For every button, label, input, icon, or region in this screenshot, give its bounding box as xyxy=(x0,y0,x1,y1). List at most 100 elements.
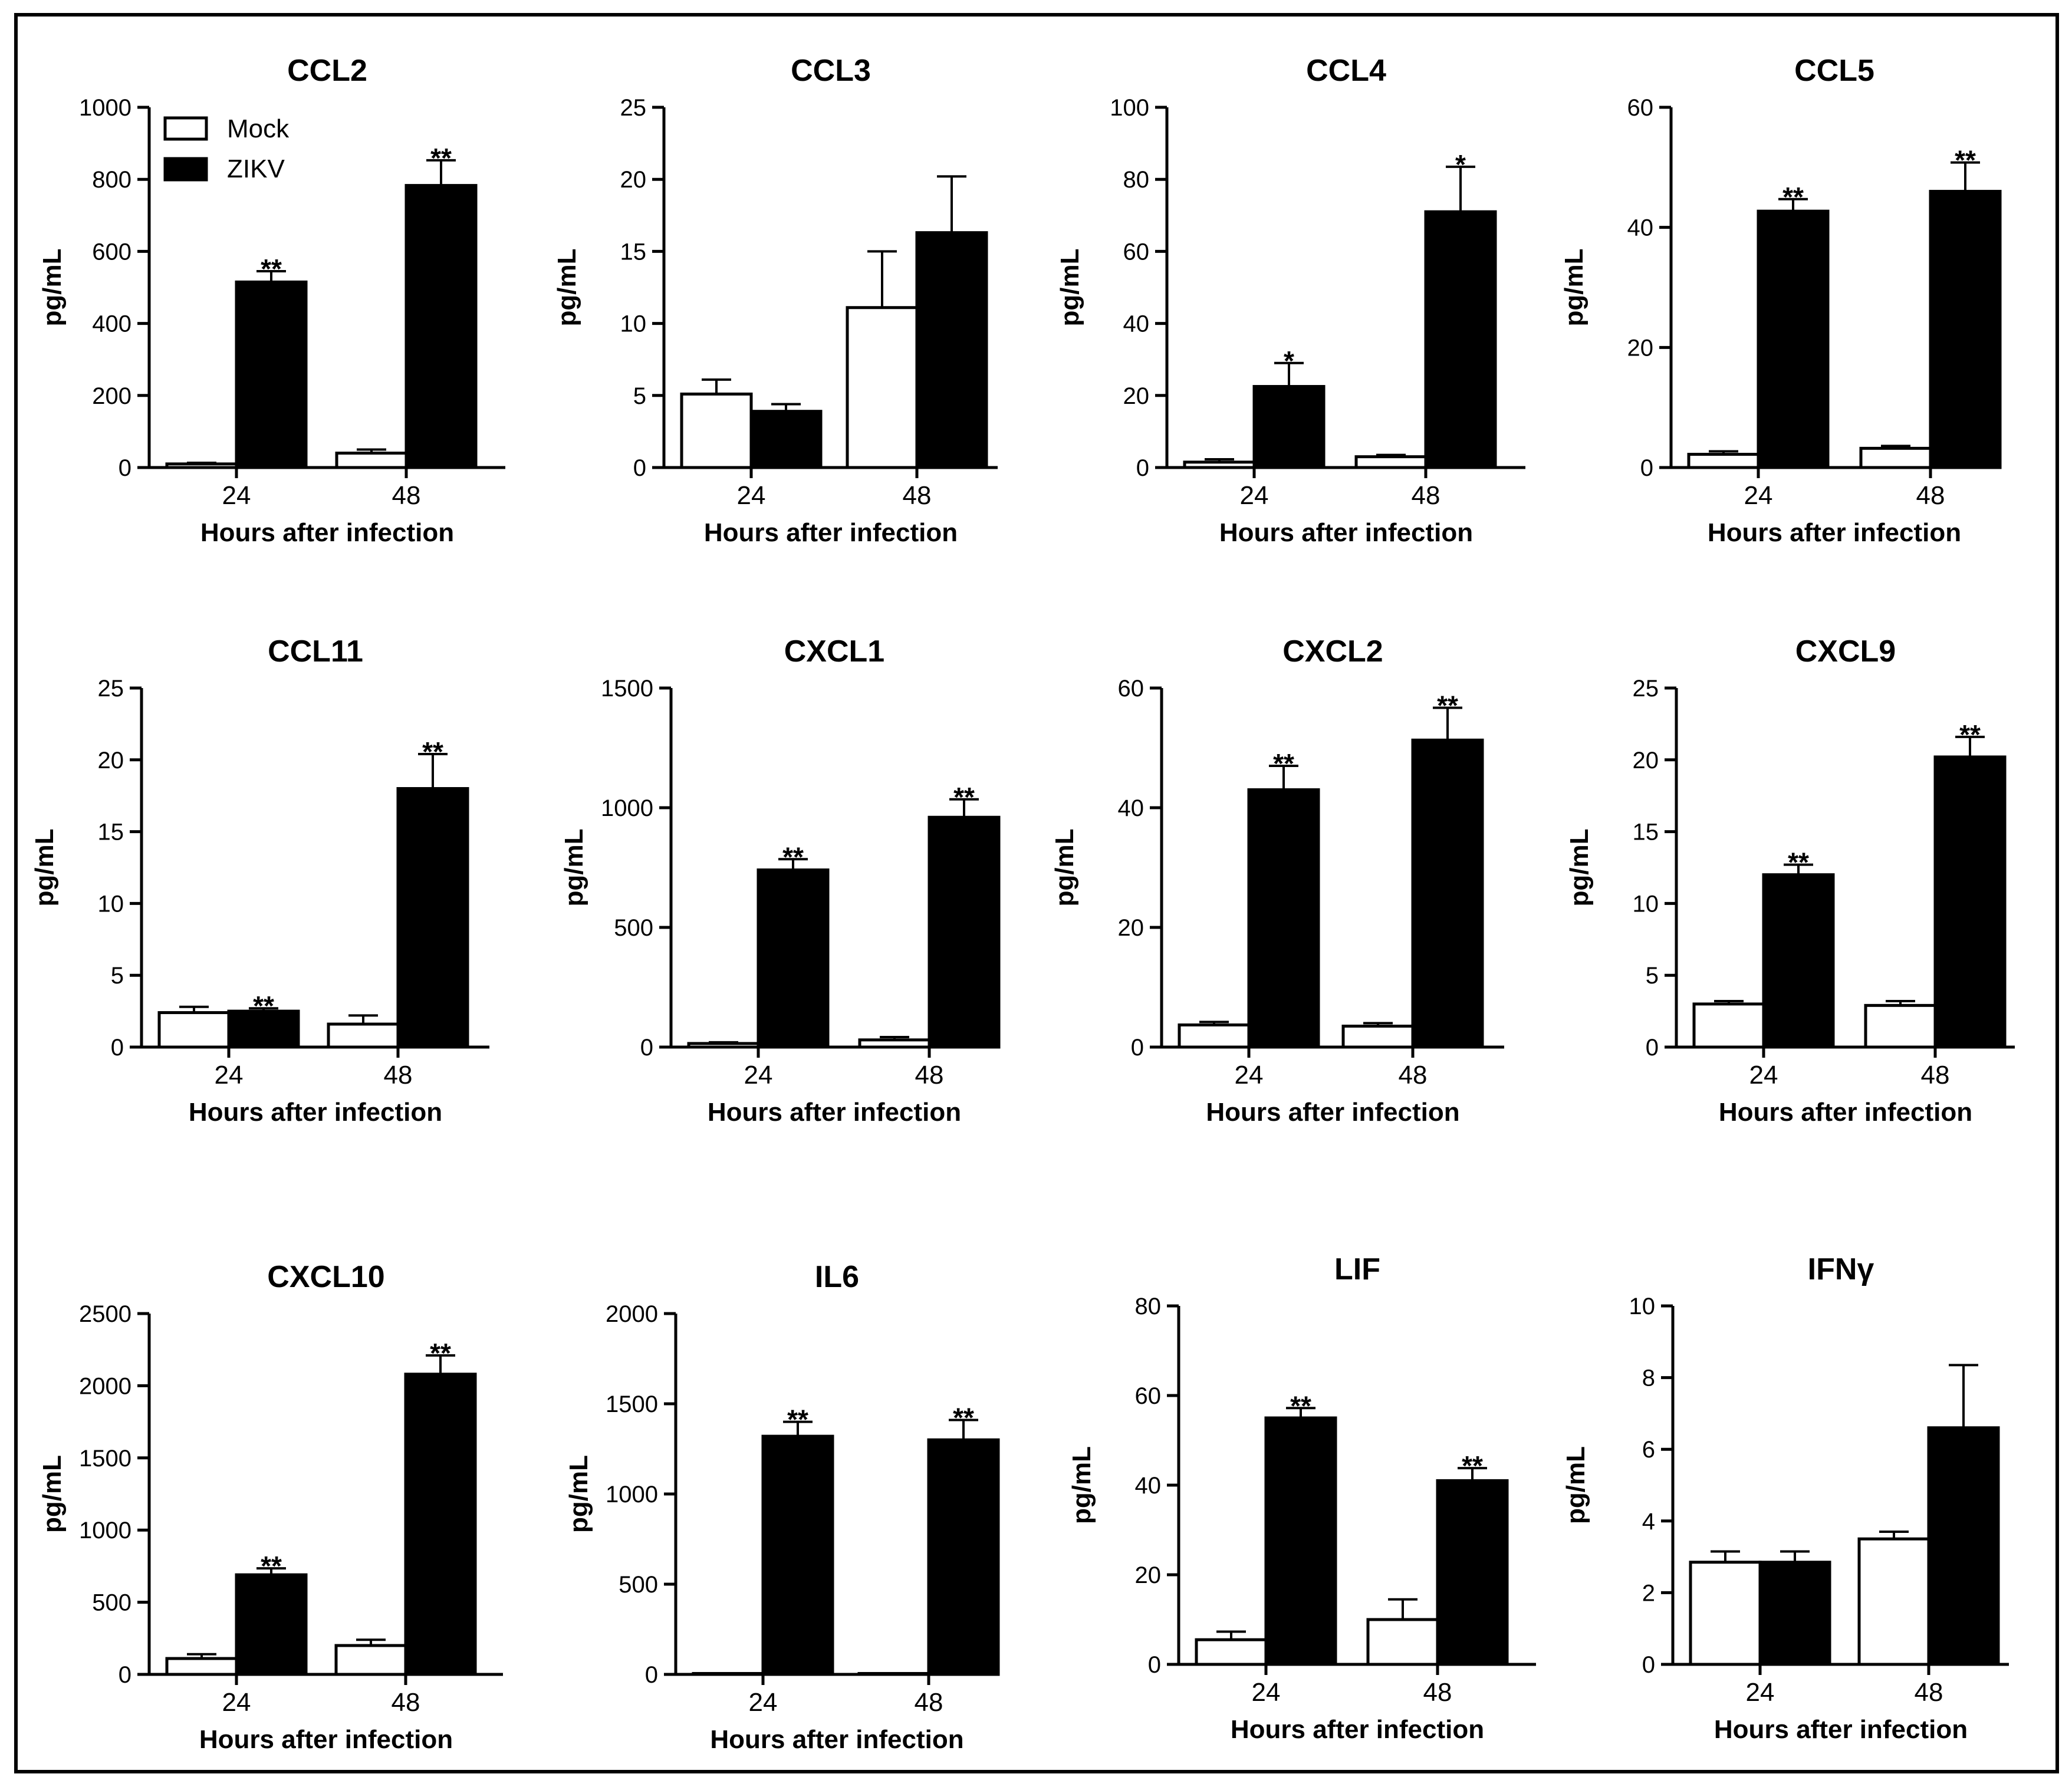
bar-mock-24 xyxy=(1692,1002,1765,1049)
bar-mock-24 xyxy=(680,392,753,469)
y-tick-label: 8 xyxy=(1642,1365,1655,1391)
bar-mock-48 xyxy=(1857,1537,1930,1666)
y-tick-label: 2000 xyxy=(79,1373,131,1399)
bar-zikv-24 xyxy=(761,1434,834,1676)
bar-zikv-24 xyxy=(1264,1416,1337,1666)
y-tick-label: 0 xyxy=(633,455,646,481)
bar-mock-24 xyxy=(165,462,238,469)
bar-zikv-48 xyxy=(1933,755,2007,1049)
bar-zikv-24 xyxy=(749,410,823,469)
x-tick-label: 48 xyxy=(1921,1061,1950,1090)
y-tick-label: 60 xyxy=(1118,676,1144,702)
y-tick-label: 60 xyxy=(1123,239,1150,265)
bar-mock-48 xyxy=(1341,1024,1415,1049)
y-tick-label: 25 xyxy=(1633,676,1659,702)
bar-zikv-24 xyxy=(1757,209,1830,469)
y-tick-label: 5 xyxy=(1646,963,1659,989)
y-tick-label: 20 xyxy=(1123,383,1150,409)
chart-title: CXCL10 xyxy=(267,1260,384,1294)
bar-zikv-24 xyxy=(757,868,830,1049)
x-tick-label: 24 xyxy=(1240,481,1269,510)
y-tick-label: 20 xyxy=(1633,748,1659,774)
y-tick-label: 1000 xyxy=(606,1482,658,1508)
y-tick-label: 60 xyxy=(1627,95,1654,121)
legend-swatch-zikv xyxy=(163,157,208,182)
chart-panel-il6: IL6 pg/mL Hours after infection 0 500 1000 150… xyxy=(564,1260,1000,1754)
bar-zikv-24 xyxy=(1247,788,1320,1049)
bar-mock-48 xyxy=(858,1038,931,1049)
bar-zikv-48 xyxy=(1927,1426,2000,1666)
x-axis-label: Hours after infection xyxy=(708,1098,961,1127)
bar-mock-48 xyxy=(1354,455,1428,469)
y-tick-label: 1500 xyxy=(79,1446,131,1472)
chart-title: IFNγ xyxy=(1808,1252,1874,1286)
legend-swatch-mock xyxy=(163,116,208,141)
y-tick-label: 20 xyxy=(1118,915,1144,941)
significance-marker: ** xyxy=(422,736,443,767)
y-tick-label: 20 xyxy=(1135,1562,1162,1588)
bar-mock-24 xyxy=(165,1657,238,1676)
chart-panel-ccl11: CCL11 pg/mL Hours after infection 0 5 10 15 20 2… xyxy=(30,634,489,1127)
chart-title: LIF xyxy=(1334,1252,1380,1286)
y-tick-label: 2 xyxy=(1642,1580,1655,1606)
y-tick-label: 0 xyxy=(1642,1652,1655,1678)
y-tick-label: 0 xyxy=(1148,1652,1161,1678)
y-tick-label: 0 xyxy=(640,1035,653,1061)
bar-zikv-48 xyxy=(915,231,988,469)
y-tick-label: 0 xyxy=(1136,455,1149,481)
bar-mock-24 xyxy=(1195,1638,1268,1666)
x-tick-label: 24 xyxy=(1252,1678,1281,1707)
chart-title: CXCL9 xyxy=(1795,634,1896,669)
chart-panel-ccl4: CCL4 pg/mL Hours after infection 0 20 40 60 80 1… xyxy=(1055,54,1525,547)
y-axis-label: pg/mL xyxy=(38,1455,67,1533)
y-axis-label: pg/mL xyxy=(1055,249,1084,327)
y-tick-label: 800 xyxy=(92,167,131,193)
significance-marker: ** xyxy=(261,254,282,284)
chart-title: CCL2 xyxy=(287,54,367,88)
bar-zikv-48 xyxy=(1436,1479,1509,1666)
significance-marker: ** xyxy=(953,782,975,812)
y-tick-label: 10 xyxy=(620,311,647,337)
chart-title: CCL5 xyxy=(1794,54,1874,88)
bar-mock-48 xyxy=(1864,1003,1937,1049)
x-axis-label: Hours after infection xyxy=(704,518,958,547)
y-axis-label: pg/mL xyxy=(30,829,59,907)
significance-marker: ** xyxy=(1437,690,1458,720)
significance-marker: ** xyxy=(261,1551,282,1581)
x-tick-label: 24 xyxy=(737,481,766,510)
chart-panel-cxcl9: CXCL9 pg/mL Hours after infection 0 5 10 15 20 2… xyxy=(1565,634,2015,1127)
y-tick-label: 0 xyxy=(645,1662,658,1688)
x-tick-label: 48 xyxy=(1412,481,1440,510)
bar-mock-24 xyxy=(1687,453,1760,469)
y-tick-label: 1000 xyxy=(79,1518,131,1544)
x-tick-label: 48 xyxy=(1423,1678,1452,1707)
y-tick-label: 400 xyxy=(92,311,131,337)
x-tick-label: 24 xyxy=(222,1688,251,1717)
y-axis-label: pg/mL xyxy=(38,249,67,327)
bar-zikv-48 xyxy=(404,184,478,469)
y-tick-label: 500 xyxy=(619,1572,658,1598)
y-tick-label: 0 xyxy=(111,1035,124,1061)
y-tick-label: 2500 xyxy=(79,1301,131,1327)
chart-title: CCL11 xyxy=(268,634,363,669)
y-tick-label: 200 xyxy=(92,383,131,409)
chart-title: CCL3 xyxy=(791,54,871,88)
y-tick-label: 10 xyxy=(1633,891,1659,917)
y-tick-label: 100 xyxy=(1110,95,1149,121)
significance-marker: ** xyxy=(1959,719,1981,750)
legend-label-zikv: ZIKV xyxy=(227,154,285,183)
x-tick-label: 24 xyxy=(749,1688,778,1717)
x-tick-label: 48 xyxy=(392,1688,420,1717)
chart-panel-ccl5: CCL5 pg/mL Hours after infection 0 20 40 60 24 *… xyxy=(1560,54,2002,547)
y-tick-label: 500 xyxy=(92,1590,131,1616)
y-tick-label: 40 xyxy=(1118,795,1144,821)
significance-marker: ** xyxy=(1290,1390,1311,1421)
chart-title: CXCL2 xyxy=(1282,634,1383,669)
bar-zikv-24 xyxy=(1758,1561,1831,1666)
y-tick-label: 10 xyxy=(98,891,124,917)
x-tick-label: 48 xyxy=(1399,1061,1428,1090)
significance-marker: ** xyxy=(430,1338,451,1368)
y-tick-label: 80 xyxy=(1135,1294,1162,1319)
